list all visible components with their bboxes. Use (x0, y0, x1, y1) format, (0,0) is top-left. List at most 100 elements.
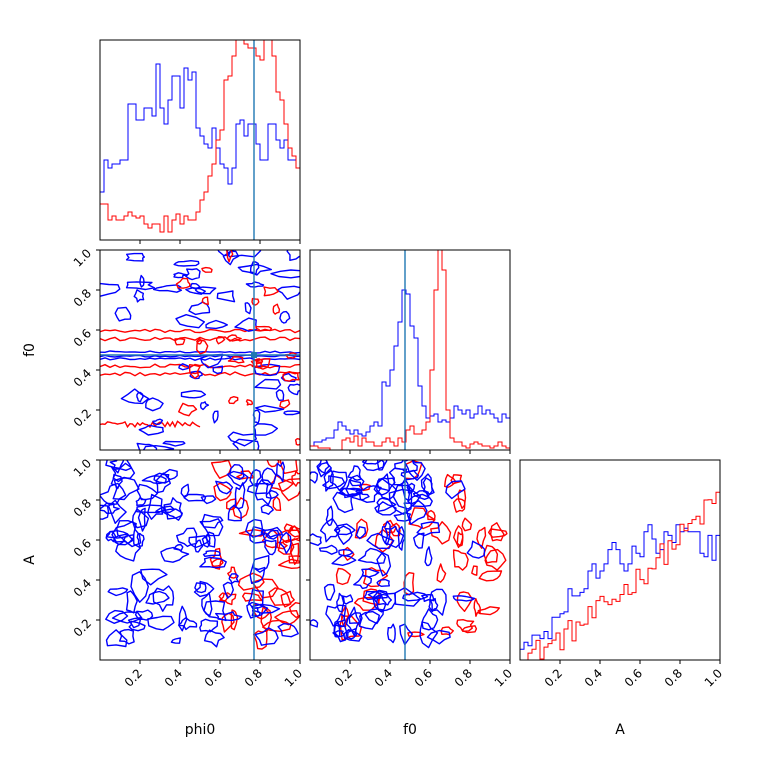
y-tick-label: 0.4 (71, 576, 94, 599)
contour-A-phi0-red (221, 612, 235, 633)
contour-f0-phi0-red (279, 399, 291, 409)
contour-A-f0-blue (452, 595, 476, 602)
contour-A-f0-blue (361, 568, 380, 578)
contour-A-f0-blue (319, 517, 341, 543)
contour-A-f0-blue (428, 597, 439, 612)
contour-A-f0-blue (445, 480, 466, 500)
contour-A-f0-blue (424, 546, 433, 567)
contour-A-phi0-blue (105, 629, 128, 648)
contour-A-phi0-blue (264, 539, 277, 556)
contour-A-f0-blue (372, 593, 392, 606)
contour-A-f0-blue (330, 470, 348, 491)
x-tick-label: 0.8 (662, 666, 685, 689)
contour-f0-phi0-blue (216, 290, 236, 303)
contour-f0-phi0-red (256, 358, 271, 370)
contour-A-phi0-blue (163, 497, 183, 521)
x-tick-label: 0.2 (542, 666, 565, 689)
contour-f0-phi0-blue (185, 287, 206, 295)
contour-A-f0-red (456, 591, 473, 612)
contour-A-f0-blue (403, 500, 428, 525)
contour-A-phi0-blue (178, 605, 188, 632)
contour-f0-phi0-red (272, 303, 281, 315)
contour-f0-phi0-blue (275, 389, 285, 401)
y-tick-label: 0.2 (71, 616, 94, 639)
contour-f0-phi0-blue (195, 286, 217, 295)
contour-A-phi0-blue (115, 534, 142, 562)
contour-f0-phi0-blue (283, 410, 300, 416)
panel-frame (99, 39, 301, 241)
contour-A-f0-red (374, 528, 394, 553)
contour-A-phi0-red (242, 592, 263, 602)
panel-frame (99, 459, 301, 661)
contour-f0-phi0-red (228, 396, 239, 405)
contour-f0-phi0-red (174, 338, 186, 346)
contour-A-phi0-red (232, 497, 249, 520)
contour-A-f0-blue (310, 471, 319, 484)
contour-A-phi0-blue (155, 505, 176, 513)
contour-A-f0-blue (416, 521, 441, 537)
contour-A-f0-blue (333, 523, 356, 536)
contour-A-phi0-blue (215, 480, 234, 495)
contour-A-phi0-blue (109, 460, 133, 471)
contour-A-f0-red (478, 570, 503, 582)
contour-A-f0-blue (374, 501, 397, 516)
contour-f0-phi0-blue (189, 370, 203, 380)
contour-f0-phi0-blue (253, 363, 281, 377)
contour-A-phi0-blue (254, 627, 279, 646)
contour-A-f0-blue (367, 589, 388, 599)
contour-A-f0-red (473, 598, 481, 617)
contour-f0-phi0-red (100, 336, 300, 342)
contour-A-f0-blue (393, 512, 412, 522)
x-axis-label-phi0: phi0 (185, 722, 216, 738)
contour-A-phi0-blue (261, 467, 277, 486)
contour-A-f0-red (471, 565, 478, 576)
contour-f0-phi0-red (201, 296, 209, 305)
contour-A-phi0-blue (200, 495, 217, 505)
contour-A-f0-blue (333, 620, 341, 638)
hist-f0-red (310, 250, 510, 450)
contour-A-f0-blue (419, 621, 439, 649)
contour-A-phi0-blue (112, 476, 140, 501)
contour-A-f0-blue (325, 604, 347, 627)
contour-f0-phi0-blue (173, 272, 189, 279)
contour-f0-phi0-blue (234, 317, 258, 332)
y-tick-label: 0.8 (71, 496, 94, 519)
contour-f0-phi0-blue (199, 401, 210, 411)
x-tick-label: 0.6 (202, 666, 225, 689)
contour-A-phi0-blue (147, 615, 175, 631)
contour-A-phi0-blue (111, 520, 142, 548)
contour-f0-phi0-blue (100, 282, 121, 297)
contour-A-f0-blue (349, 474, 365, 487)
hist-phi0-red (100, 40, 300, 233)
contour-A-phi0-blue (136, 532, 145, 547)
contour-A-phi0-blue (180, 483, 190, 498)
contour-A-f0-red (488, 528, 508, 538)
y-axis-label-A: A (22, 555, 38, 565)
contour-A-f0-blue (339, 487, 363, 499)
contour-A-f0-blue (358, 610, 380, 630)
panel-frame (99, 249, 301, 451)
contour-A-phi0-red (288, 555, 300, 564)
contour-f0-phi0-blue (222, 250, 240, 266)
contour-A-phi0-blue (226, 470, 249, 488)
contour-f0-phi0-blue (270, 269, 300, 279)
contour-A-phi0-red (288, 602, 300, 619)
contour-f0-phi0-red (226, 334, 242, 342)
contour-f0-phi0-blue (152, 418, 164, 426)
contour-A-f0-blue (466, 540, 486, 559)
contour-A-f0-blue (420, 473, 433, 497)
contour-f0-phi0-blue (245, 281, 265, 288)
contour-f0-phi0-blue (125, 252, 145, 262)
contour-A-phi0-blue (170, 637, 182, 644)
contour-A-phi0-blue (110, 473, 123, 490)
x-tick-label: 1.0 (702, 666, 725, 689)
x-tick-label: 0.2 (332, 666, 355, 689)
contour-f0-phi0-red (245, 399, 254, 406)
contour-f0-phi0-blue (254, 378, 282, 390)
contour-A-phi0-blue (145, 590, 170, 605)
contour-A-f0-blue (363, 591, 382, 601)
contour-A-f0-blue (355, 526, 367, 540)
contour-f0-phi0-blue (279, 310, 291, 324)
contour-A-f0-blue (332, 630, 345, 638)
contour-f0-phi0-blue (173, 260, 200, 267)
